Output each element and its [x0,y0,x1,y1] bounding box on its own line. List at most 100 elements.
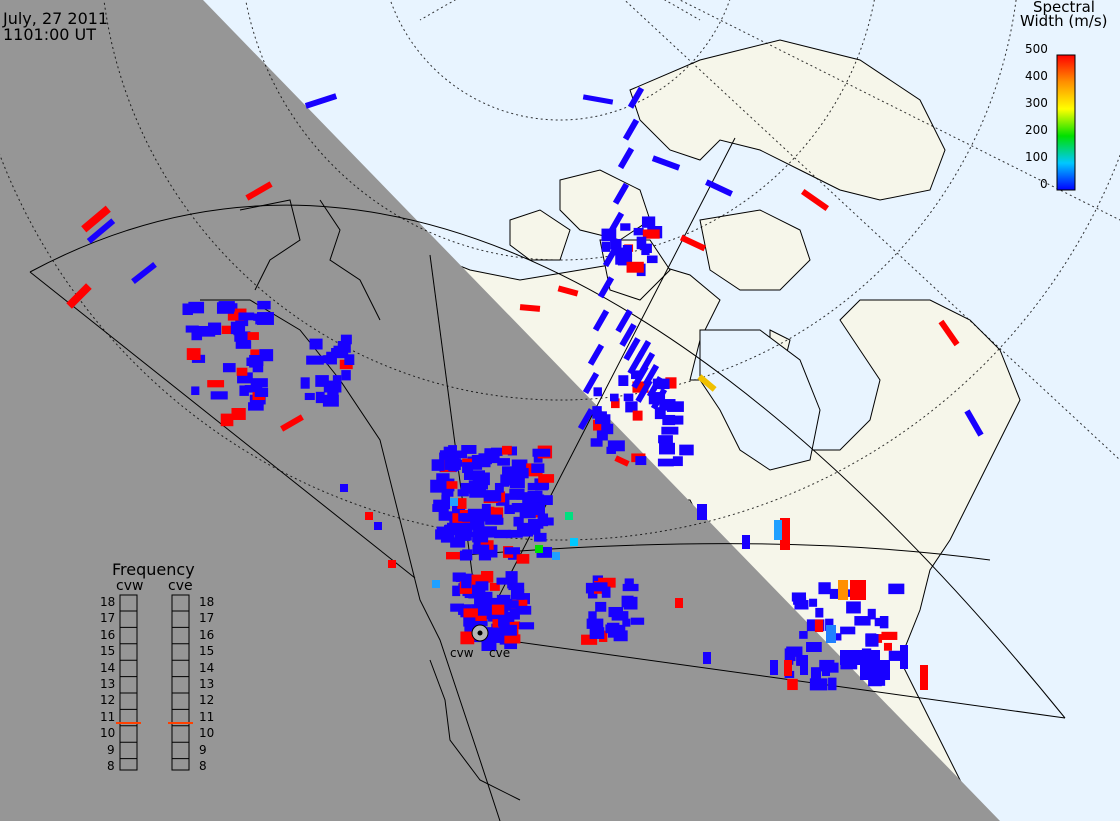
echo-cell [489,582,500,591]
echo-cell [642,363,660,387]
echo-cell [519,622,535,630]
echo-cell [222,363,236,373]
echo-cell [888,583,905,595]
echo-cell [332,375,342,384]
echo-cell [182,303,193,316]
echo-cell [601,423,614,435]
echo-cell [198,325,216,337]
echo-cell [459,550,470,561]
echo-cell [610,238,622,250]
frequency-tick-label: 18 [100,595,116,609]
echo-cell [806,642,822,653]
echo-cell [938,319,960,347]
echo-cell [486,610,499,620]
echo-cell [527,482,539,491]
echo-cell [457,498,467,509]
radar-site [471,624,489,642]
echo-cell [507,529,523,538]
echo-cell [879,615,889,629]
echo-cell [331,348,349,359]
echo-cell [650,387,668,411]
echo-cell [697,504,707,520]
echo-cell [450,603,464,612]
echo-cell [815,607,824,618]
echo-cell [491,507,504,520]
echo-cell [388,560,396,568]
echo-cell [479,526,497,538]
echo-cell [920,665,928,690]
echo-cell [586,618,604,629]
echo-cell [652,378,670,390]
echo-cell [626,261,644,273]
echo-cell [248,402,264,411]
echo-cell [304,93,338,109]
echo-cell [627,86,645,109]
echo-cell [581,634,598,645]
echo-cell [66,283,92,309]
echo-cell [662,414,676,426]
echo-cell [742,535,750,549]
echo-cell [323,380,342,393]
echo-cell [341,370,351,381]
echo-cell [463,608,478,618]
echo-cell [252,361,264,373]
echo-cell [818,582,831,595]
echo-cell [496,594,511,607]
echo-cell [643,243,652,253]
echo-cell [867,608,876,620]
echo-cell [527,518,544,529]
echo-cell [510,589,525,600]
echo-cell [441,489,454,497]
frequency-tick-label: 18 [199,595,215,609]
echo-cell [860,660,890,680]
echo-cell [605,624,614,634]
echo-cell [654,407,666,420]
echo-cell [624,578,634,590]
echo-cell [462,462,474,474]
echo-cell [191,386,200,396]
echo-cell [476,513,489,522]
echo-cell [81,205,111,233]
echo-cell [601,586,611,598]
echo-cell [615,253,633,265]
frequency-tick-label: 8 [107,759,115,773]
colorbar-tick: 300 [1025,96,1048,110]
frequency-tick-label: 9 [199,742,207,757]
colorbar-title-line1: Spectral [1033,0,1095,16]
echo-cell [497,458,510,466]
echo-cell [474,597,486,611]
echo-cell [621,595,634,608]
echo-cell [450,498,458,506]
echo-cell [593,582,608,592]
echo-cell [504,504,515,515]
echo-cell [432,580,440,588]
echo-cell [634,339,652,363]
echo-cell [504,547,521,555]
echo-cell [458,513,467,522]
echo-cell [340,334,352,345]
echo-cell [476,457,491,468]
echo-cell [481,503,491,516]
echo-cell [646,255,658,264]
echo-cell [188,301,205,314]
echo-cell [825,662,839,673]
echo-cell [826,625,836,643]
echo-cell [601,241,611,252]
echo-cell [446,551,463,560]
radar-echoes [66,86,984,691]
echo-cell [472,472,490,486]
echo-cell [582,372,600,395]
frequency-tick-label: 10 [199,726,215,741]
echo-cell [86,218,116,244]
echo-cell [615,309,633,333]
echo-cell [672,415,684,425]
echo-cell [322,394,339,407]
frequency-tick-label: 10 [100,726,116,741]
echo-cell [622,118,640,141]
echo-cell [784,660,792,676]
echo-cell [697,374,717,392]
echo-cell [611,398,620,409]
echo-cell [513,467,529,479]
echo-cell [468,588,486,599]
echo-cell [452,503,461,516]
